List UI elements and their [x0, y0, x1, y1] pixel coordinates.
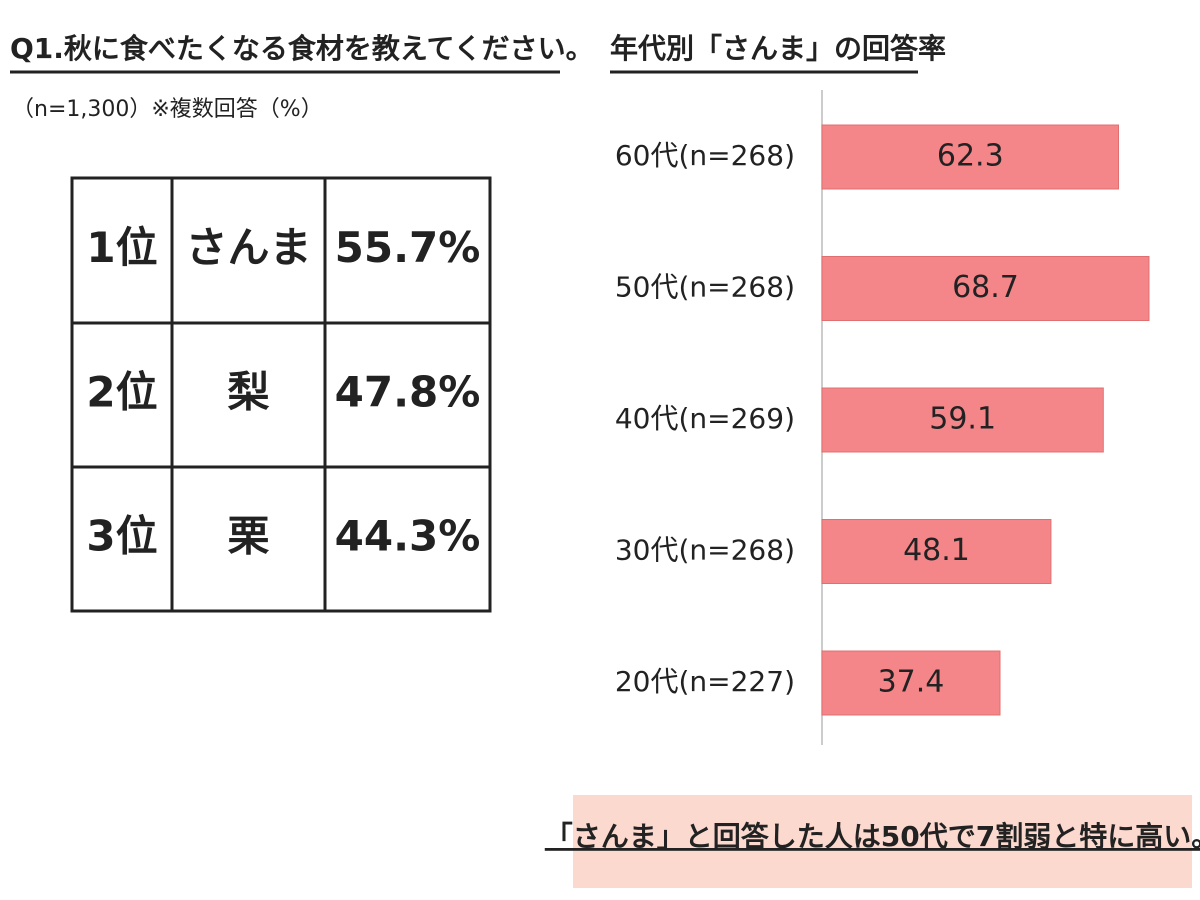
bar	[821, 650, 1001, 716]
category-label: 30代(n=268)	[615, 534, 795, 567]
table-cell: 44.3%	[335, 512, 481, 561]
question-note: （n=1,300）※複数回答（%）	[12, 97, 323, 122]
table-border	[70, 176, 492, 613]
category-label: 20代(n=227)	[615, 665, 795, 698]
table-cell: 栗	[227, 512, 269, 561]
chart-title: 年代別「さんま」の回答率	[610, 32, 946, 65]
value-label: 62.3	[937, 139, 1004, 174]
value-label: 37.4	[878, 665, 945, 700]
category-label: 60代(n=268)	[615, 139, 795, 172]
table-cell: 1位	[86, 223, 157, 272]
table-cell: 3位	[86, 512, 157, 561]
ranking-table: 1位 さんま 55.7% 2位 梨 47.8% 3位 栗 44.3%	[70, 176, 492, 613]
bar	[821, 124, 1120, 190]
value-label: 59.1	[929, 402, 996, 437]
bar-chart: 60代(n=268) 62.3 50代(n=268) 68.7 40代(n=269) 59…	[615, 90, 1150, 745]
category-label: 40代(n=269)	[615, 402, 795, 435]
bar	[821, 256, 1150, 321]
table-cell: 47.8%	[335, 368, 481, 417]
table-cell: さんま	[185, 223, 311, 272]
bar	[821, 387, 1104, 453]
annotation: 「さんま」と回答した人は50代で7割弱と特に高い。	[545, 820, 1200, 853]
annotation-box	[573, 795, 1192, 888]
table-cell: 梨	[227, 368, 269, 417]
question-title: Q1.秋に食べたくなる食材を教えてください。	[10, 32, 594, 65]
category-label: 50代(n=268)	[615, 271, 795, 304]
table-cell: 2位	[86, 368, 157, 417]
value-label: 68.7	[952, 270, 1019, 305]
bar	[821, 519, 1052, 584]
table-cell: 55.7%	[335, 223, 481, 272]
value-label: 48.1	[903, 533, 970, 568]
